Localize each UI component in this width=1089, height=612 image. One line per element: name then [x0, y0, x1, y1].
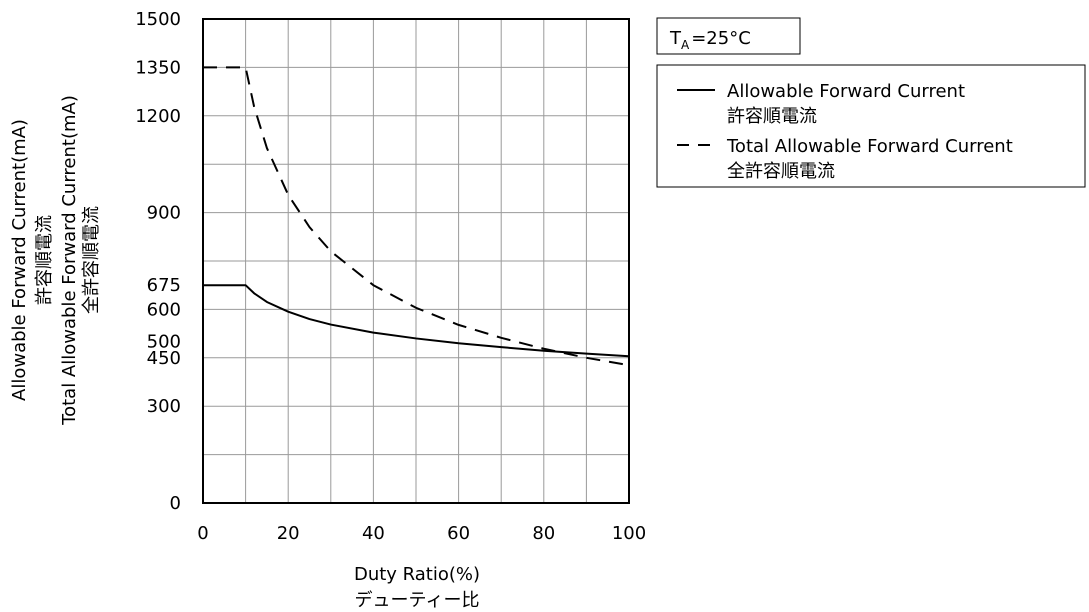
legend: Allowable Forward Current 許容順電流 Total Al…	[656, 64, 1086, 188]
y-axis-title-line-4: 全許容順電流	[81, 206, 102, 314]
y-axis-title-line-1: Allowable Forward Current(mA)	[9, 119, 30, 401]
legend-label-series-2: Total Allowable Forward Current	[726, 136, 1013, 157]
y-tick-label-450: 450	[147, 348, 181, 369]
y-tick-label-500: 500	[147, 332, 181, 353]
condition-subscript: A	[681, 38, 690, 52]
y-tick-label-600: 600	[147, 299, 181, 320]
y-tick-label-1500: 1500	[135, 9, 181, 30]
legend-frame	[656, 64, 1086, 188]
y-tick-label-1350: 1350	[135, 57, 181, 78]
legend-label-series-1: Allowable Forward Current	[727, 81, 965, 102]
y-tick-label-300: 300	[147, 396, 181, 417]
condition-box: TA =25°C	[656, 17, 801, 55]
x-tick-label-0: 0	[197, 523, 208, 544]
series-line-1	[203, 284, 630, 358]
y-tick-label-900: 900	[147, 203, 181, 224]
x-tick-label-100: 100	[612, 523, 646, 544]
x-tick-label-40: 40	[362, 523, 385, 544]
y-tick-label-1200: 1200	[135, 106, 181, 127]
x-tick-labels: 0 20 40 60 80 100	[197, 523, 646, 544]
y-tick-label-0: 0	[170, 493, 181, 514]
condition-box-frame	[656, 17, 801, 55]
x-axis-title: Duty Ratio(%)	[354, 564, 480, 585]
y-axis-title-line-3: Total Allowable Forward Current(mA)	[59, 95, 80, 426]
x-tick-label-20: 20	[277, 523, 300, 544]
x-tick-label-60: 60	[447, 523, 470, 544]
y-tick-label-675: 675	[147, 275, 181, 296]
y-axis-title-line-2: 許容順電流	[34, 215, 55, 305]
legend-label-series-2-jp: 全許容順電流	[727, 161, 835, 182]
condition-main: T	[669, 28, 682, 49]
series-layer	[203, 66, 630, 367]
grid	[203, 19, 629, 503]
condition-label: TA =25°C	[669, 28, 751, 52]
x-axis-title-jp: デューティー比	[355, 590, 480, 611]
condition-rest: =25°C	[691, 28, 751, 49]
legend-label-series-1-jp: 許容順電流	[727, 106, 817, 127]
plot-frame	[202, 18, 630, 504]
x-tick-label-80: 80	[532, 523, 555, 544]
y-axis-title: Allowable Forward Current(mA) 許容順電流 Tota…	[9, 95, 102, 426]
